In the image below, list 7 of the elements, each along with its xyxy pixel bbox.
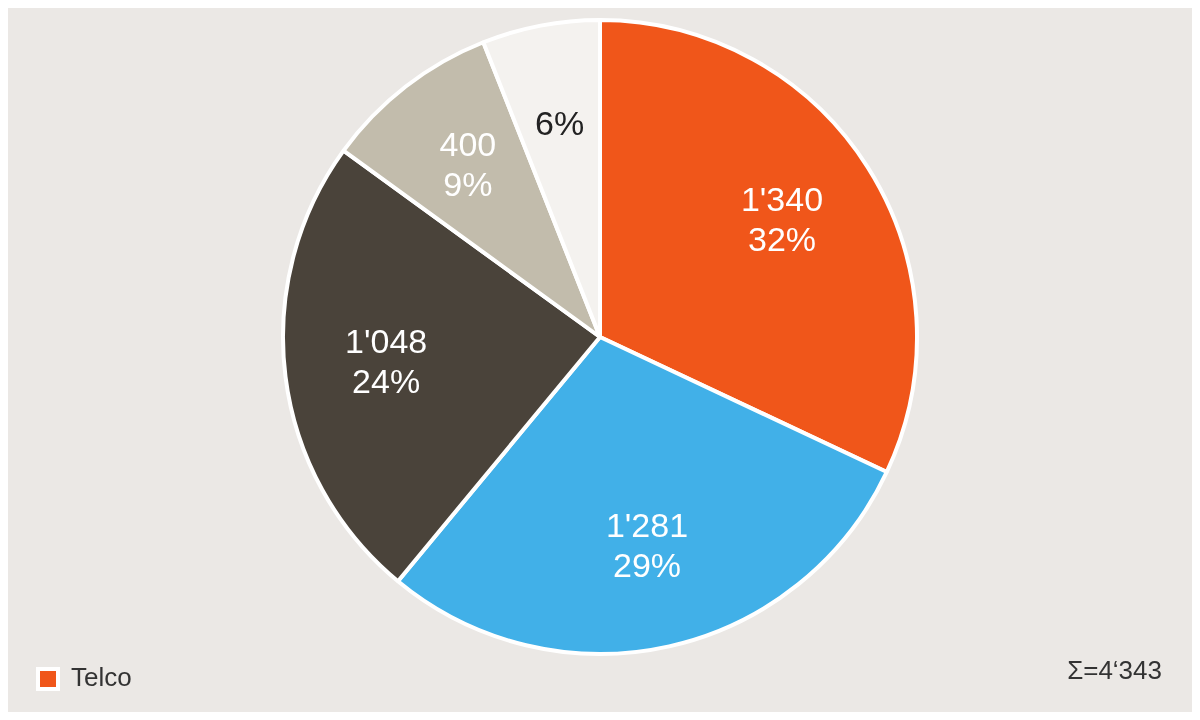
text: Σ=4‘343 xyxy=(1067,655,1162,686)
data-label: 1'340 32% xyxy=(740,179,824,258)
data-label: 1'281 29% xyxy=(605,505,689,584)
data-label: 6% xyxy=(535,103,585,142)
data-label: 400 9% xyxy=(439,125,497,204)
legend-label: Telco xyxy=(71,662,132,693)
data-label: 1'048 24% xyxy=(345,322,428,401)
